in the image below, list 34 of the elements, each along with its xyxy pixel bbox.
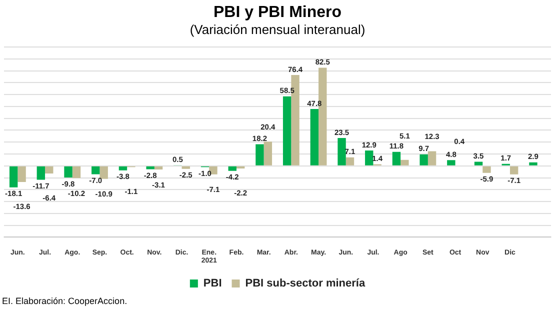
bar <box>482 166 491 173</box>
bar <box>256 144 264 166</box>
bar <box>447 160 456 166</box>
bar <box>146 166 154 170</box>
bar <box>45 166 54 174</box>
bar <box>264 142 272 166</box>
bar <box>36 166 46 180</box>
bar <box>420 154 428 166</box>
bar <box>92 166 100 174</box>
bar <box>100 166 108 179</box>
bar <box>338 138 346 166</box>
bar <box>346 157 354 166</box>
bar <box>9 166 18 188</box>
bar <box>18 166 26 182</box>
legend-label: PBI sub-sector minería <box>245 278 366 290</box>
bar <box>392 152 401 166</box>
bar <box>474 162 483 166</box>
bar <box>365 150 374 166</box>
chart-title: PBI y PBI Minero <box>212 4 343 22</box>
bar <box>64 166 72 178</box>
legend-label: PBI <box>203 278 222 290</box>
bar <box>228 166 236 171</box>
bar <box>510 166 518 174</box>
text: EI. Elaboración: CooperAccion. <box>2 296 128 306</box>
bar <box>154 166 163 170</box>
bar <box>310 109 319 166</box>
bar <box>529 162 538 166</box>
bar <box>428 151 436 166</box>
bar <box>72 166 81 178</box>
chart-subtitle: (Variación mensual interanual) <box>188 22 366 37</box>
bar <box>118 166 128 170</box>
bar <box>400 160 409 166</box>
bar <box>282 96 292 166</box>
bar <box>182 166 190 169</box>
